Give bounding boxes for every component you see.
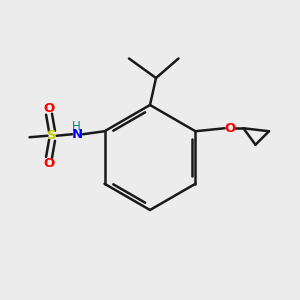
Text: O: O bbox=[224, 122, 236, 135]
Text: S: S bbox=[47, 129, 57, 142]
Text: O: O bbox=[44, 157, 55, 170]
Text: N: N bbox=[72, 128, 83, 141]
Text: H: H bbox=[72, 120, 80, 133]
Text: O: O bbox=[44, 102, 55, 115]
